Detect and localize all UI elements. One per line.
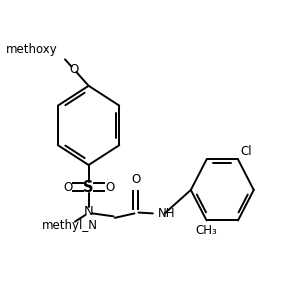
Text: methyl_N: methyl_N [42, 219, 98, 232]
Text: O: O [63, 180, 72, 194]
Text: methoxy: methoxy [5, 43, 57, 56]
Text: O: O [105, 180, 114, 194]
Text: CH₃: CH₃ [195, 224, 217, 237]
Text: O: O [70, 63, 79, 76]
Text: S: S [83, 180, 94, 194]
Text: Cl: Cl [240, 145, 252, 158]
Text: NH: NH [158, 207, 176, 220]
Text: O: O [131, 172, 141, 186]
Text: N: N [84, 205, 94, 219]
